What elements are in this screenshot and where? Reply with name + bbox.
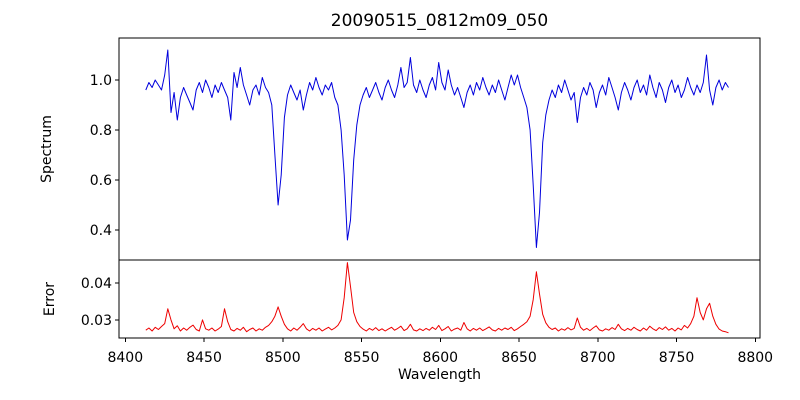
x-tick-label: 8800 xyxy=(737,350,773,366)
x-tick-label: 8500 xyxy=(265,350,301,366)
x-tick-label: 8600 xyxy=(422,350,458,366)
spectrum-y-tick-label: 1.0 xyxy=(90,73,112,89)
error-plot-frame xyxy=(118,259,761,339)
x-tick-label: 8550 xyxy=(344,350,380,366)
spectrum-y-tick-label: 0.4 xyxy=(90,223,112,239)
error-y-axis-label: Error xyxy=(42,281,58,317)
spectrum-y-tick-label: 0.6 xyxy=(90,173,112,189)
axis-ticks: 0.4 0.6 0.8 1.0 0.03 0.04 8400 8450 8500 8550 8600… xyxy=(81,73,773,366)
spectrum-plot-frame xyxy=(118,37,761,261)
x-tick-label: 8650 xyxy=(501,350,537,366)
axes-frames xyxy=(118,37,761,339)
x-tick-label: 8400 xyxy=(107,350,143,366)
x-tick-label: 8450 xyxy=(186,350,222,366)
error-y-tick-label: 0.03 xyxy=(81,313,112,329)
error-y-tick-label: 0.04 xyxy=(81,276,112,292)
x-tick-label: 8700 xyxy=(580,350,616,366)
error-line xyxy=(145,262,729,334)
x-tick-label: 8750 xyxy=(659,350,695,366)
spectrum-y-axis-label: Spectrum xyxy=(39,115,55,183)
x-axis-label: Wavelength xyxy=(397,367,482,383)
data-series xyxy=(145,49,729,334)
spectrum-line xyxy=(145,49,729,248)
chart-title: 20090515_0812m09_050 xyxy=(330,11,549,31)
spectrum-y-tick-label: 0.8 xyxy=(90,123,112,139)
